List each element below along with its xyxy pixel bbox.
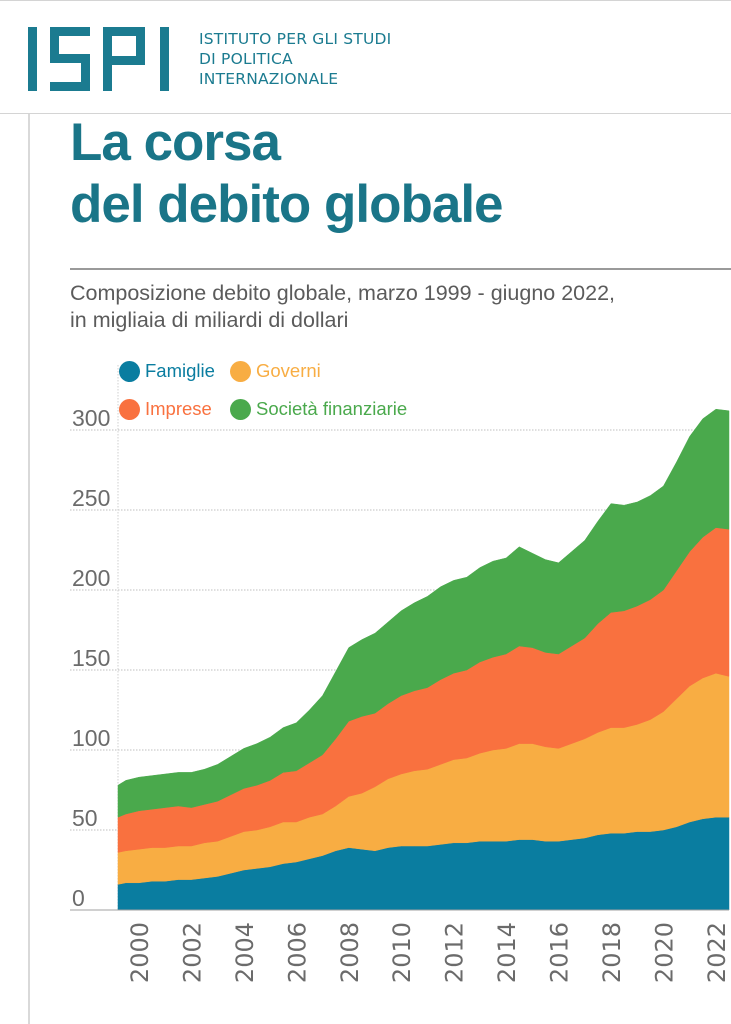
y-tick-label: 200	[72, 565, 110, 591]
x-tick-label: 2006	[283, 922, 311, 983]
area-societ-finanziarie	[117, 408, 730, 818]
y-tick-label: 0	[72, 885, 85, 911]
title-divider	[70, 268, 731, 270]
x-tick-label: 2002	[178, 922, 206, 983]
y-axis: 0 50 100 150 200 250 300	[72, 405, 110, 911]
x-tick-label: 2022	[703, 922, 731, 983]
chart-subtitle-line: in migliaia di miliardi di dollari	[70, 308, 349, 332]
legend-swatch	[119, 398, 140, 420]
y-tick-label: 300	[72, 405, 110, 431]
y-tick-label: 50	[72, 805, 98, 831]
header: ISTITUTO PER GLI STUDI DI POLITICA INTER…	[0, 0, 731, 114]
legend-item-governi: Governi	[230, 360, 321, 382]
x-tick-label: 2010	[388, 922, 416, 983]
x-tick-label: 2014	[493, 922, 521, 983]
x-tick-label: 2016	[546, 922, 574, 983]
x-tick-label: 2000	[126, 922, 154, 983]
area-series	[70, 408, 730, 911]
chart-title-line: La corsa	[70, 113, 281, 172]
chart-subtitle-line: Composizione debito globale, marzo 1999 …	[70, 281, 616, 305]
legend-item-famiglie: Famiglie	[119, 360, 215, 382]
org-name-line: ISTITUTO PER GLI STUDI	[199, 30, 392, 48]
x-tick-label: 2004	[231, 922, 259, 983]
legend-swatch	[230, 360, 251, 382]
chart-subtitle: Composizione debito globale, marzo 1999 …	[70, 280, 615, 334]
y-tick-label: 150	[72, 645, 110, 671]
legend-swatch	[230, 398, 251, 420]
legend-swatch	[119, 360, 140, 382]
chart-title: La corsa del debito globale	[70, 112, 504, 236]
x-tick-label: 2012	[441, 922, 469, 983]
org-name: ISTITUTO PER GLI STUDI DI POLITICA INTER…	[199, 29, 391, 89]
org-name-line: INTERNAZIONALE	[199, 70, 339, 88]
ispi-logo	[28, 27, 169, 91]
x-tick-label: 2008	[336, 922, 364, 983]
legend-item-imprese: Imprese	[119, 398, 212, 420]
legend-label: Governi	[256, 360, 321, 381]
x-tick-label: 2020	[650, 922, 678, 983]
x-axis: 2000 2002 2004 2006 2008 2010 2012 2014 2016 2018…	[126, 922, 731, 983]
y-tick-label: 250	[72, 485, 110, 511]
x-tick-label: 2018	[598, 922, 626, 983]
left-rule	[28, 114, 30, 1024]
legend-label: Imprese	[145, 398, 212, 419]
legend-item-societa-finanziarie: Società finanziarie	[230, 398, 407, 420]
legend-label: Famiglie	[145, 360, 215, 381]
org-name-line: DI POLITICA	[199, 50, 293, 68]
y-tick-label: 100	[72, 725, 110, 751]
legend-label: Società finanziarie	[256, 398, 408, 419]
chart-title-line: del debito globale	[70, 175, 504, 234]
